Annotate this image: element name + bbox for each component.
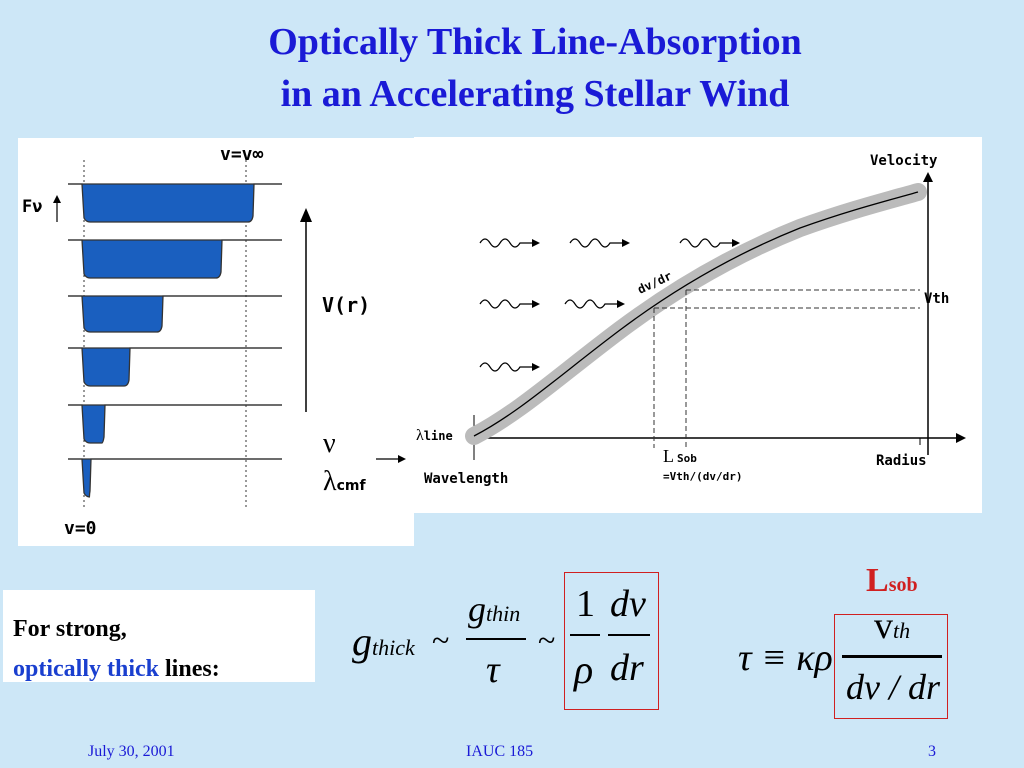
absorption-profiles [68,183,282,498]
footer-page-number: 3 [928,743,936,760]
lines-suffix: lines: [159,656,220,682]
photon-wave-4 [479,299,534,309]
strong-lines-text: For strong, [13,616,127,642]
y-axis-arrowhead [923,172,933,182]
footer-event: IAUC 185 [466,743,534,760]
vinf-label: v=v∞ [220,144,264,165]
rho-symbol: ρ [574,647,594,692]
absorption-profile-5 [68,404,282,444]
vr-arrowhead [300,208,312,222]
slide-title-line1: Optically Thick Line-Absorption [268,21,802,63]
lambda-line-label: λline [416,427,453,444]
lsob-label: L Sob [663,446,697,466]
one-numerator: 1 [576,583,595,625]
wavelength-axis-label: Wavelength [424,471,508,487]
photon-wave-6 [479,362,534,372]
absorption-profile-1 [68,183,282,223]
thick-lines-text: optically thick lines: [13,656,220,683]
slide-title-line2: in an Accelerating Stellar Wind [280,73,790,115]
fraction-bar-2 [570,634,600,636]
radius-axis-label: Radius [876,453,927,469]
g-thin-symbol: gthin [468,589,521,629]
dv-dr-denominator: dv / dr [846,667,940,707]
velocity-curve [473,191,919,437]
photon-arrowhead-3 [732,239,740,247]
fraction-bar-4 [842,655,942,658]
absorption-profile-2 [68,239,282,279]
lsob-highlight-box [834,614,948,719]
nu-label: ν [323,428,336,459]
optically-thick-highlight: optically thick [13,656,160,682]
tau-kappa-rho: τ ≡ κρ [738,637,833,679]
photon-wave-1 [479,238,534,248]
lambda-cmf-label: λcmf [323,466,366,497]
g-thick-symbol: gthick [352,619,415,664]
absorption-profile-6 [68,458,282,498]
photon-wave-2 [569,238,624,248]
lsob-definition: =Vth/(dv/dr) [663,470,742,483]
photon-arrows [479,238,740,372]
tilde-2: ~ [538,622,556,658]
tau-symbol: τ [486,649,500,691]
photon-wave-5 [564,299,619,309]
absorption-profile-3 [68,295,282,333]
absorption-profile-4 [68,347,282,387]
photon-wave-3 [679,238,734,248]
strong-lines-box: For strong, optically thick lines: [3,590,315,682]
footer-date: July 30, 2001 [88,743,175,760]
photon-arrowhead-2 [622,239,630,247]
fraction-bar-1 [466,638,526,640]
photon-arrowhead-5 [617,300,625,308]
vth-label: Vth [924,291,949,307]
photon-arrowhead-6 [532,363,540,371]
x-axis-arrowhead [956,433,966,443]
vr-label: V(r) [322,293,370,317]
photon-arrowhead-4 [532,300,540,308]
flux-label: Fν [22,197,42,217]
wavelength-arrowhead [398,455,406,463]
v0-label: v=0 [64,518,97,539]
vth-numerator: vth [874,605,911,647]
lsob-title: Lsob [866,562,918,599]
dv-numerator: dv [610,583,646,625]
photon-arrowhead-1 [532,239,540,247]
dr-denominator: dr [610,647,644,689]
sobolev-highlight-box [564,572,659,710]
fraction-bar-3 [608,634,650,636]
velocity-axis-label: Velocity [870,153,938,169]
tilde-1: ~ [432,622,450,658]
flux-arrowhead [53,195,61,203]
